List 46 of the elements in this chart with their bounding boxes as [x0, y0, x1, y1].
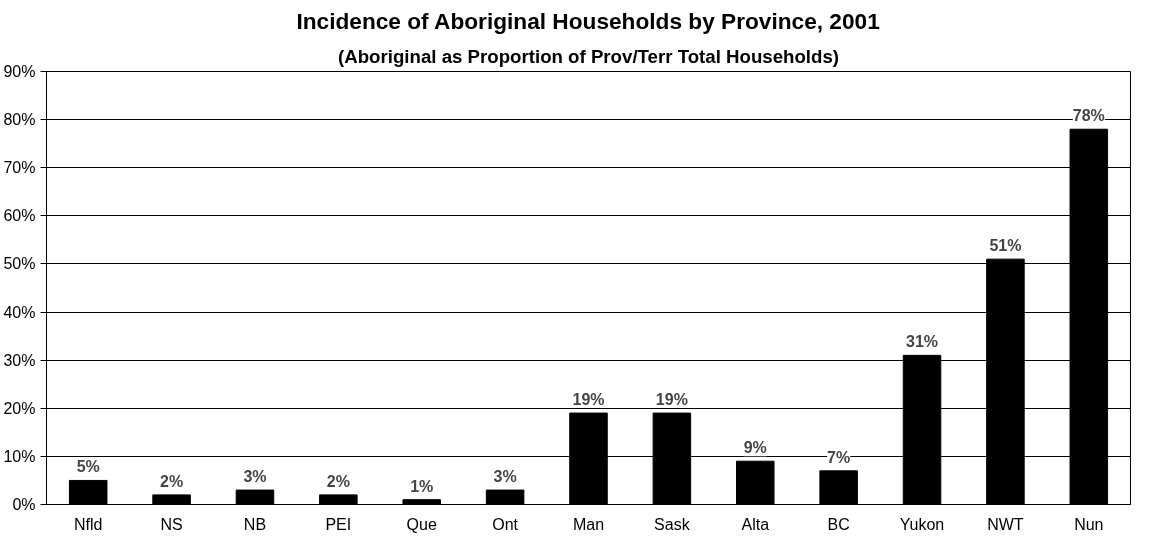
bar — [819, 470, 858, 505]
bar — [402, 499, 441, 505]
bar — [319, 494, 358, 505]
y-tick-label: 60% — [3, 207, 36, 225]
data-label: 3% — [493, 468, 517, 486]
y-tick-label: 10% — [3, 447, 36, 465]
y-tick-label: 0% — [12, 496, 36, 513]
x-tick-label: Que — [406, 515, 437, 533]
y-tick-label: 40% — [3, 303, 36, 321]
data-label: 19% — [655, 391, 688, 409]
x-tick-label: Nfld — [73, 515, 103, 533]
data-label: 78% — [1072, 107, 1105, 125]
y-tick-label: 30% — [3, 351, 36, 369]
data-label: 51% — [989, 237, 1022, 255]
x-tick-label: PEI — [325, 515, 352, 533]
x-tick-label: Ont — [492, 515, 519, 533]
y-tick-label: 50% — [3, 255, 36, 273]
x-tick-label: Man — [572, 515, 605, 533]
data-label: 5% — [76, 458, 100, 476]
x-tick-label: Yukon — [899, 515, 945, 533]
data-label: 2% — [326, 472, 350, 490]
data-label: 31% — [906, 333, 939, 351]
data-label: 1% — [410, 477, 434, 495]
y-tick-label: 90% — [3, 63, 36, 80]
bar — [736, 460, 775, 505]
data-label: 9% — [743, 439, 767, 457]
bar — [152, 494, 191, 505]
y-tick-label: 20% — [3, 399, 36, 417]
data-label: 7% — [827, 448, 851, 466]
x-tick-label: Nun — [1074, 515, 1104, 533]
x-tick-label: NWT — [987, 515, 1024, 533]
chart-subtitle: (Aboriginal as Proportion of Prov/Terr Total Households) — [338, 45, 839, 67]
y-tick-label: 70% — [3, 159, 36, 177]
data-label: 3% — [243, 468, 267, 486]
y-tick-label: 80% — [3, 111, 36, 129]
x-tick-label: BC — [827, 515, 850, 533]
chart-title: Incidence of Aboriginal Households by Province, 2001 — [296, 7, 880, 34]
bar — [235, 489, 275, 505]
data-label: 2% — [160, 472, 184, 490]
x-tick-label: Alta — [741, 515, 770, 533]
bar — [485, 489, 525, 505]
x-tick-label: NS — [160, 515, 183, 533]
bar — [68, 479, 108, 505]
x-tick-label: Sask — [654, 515, 691, 533]
data-label: 19% — [572, 391, 605, 409]
x-tick-label: NB — [243, 515, 267, 533]
